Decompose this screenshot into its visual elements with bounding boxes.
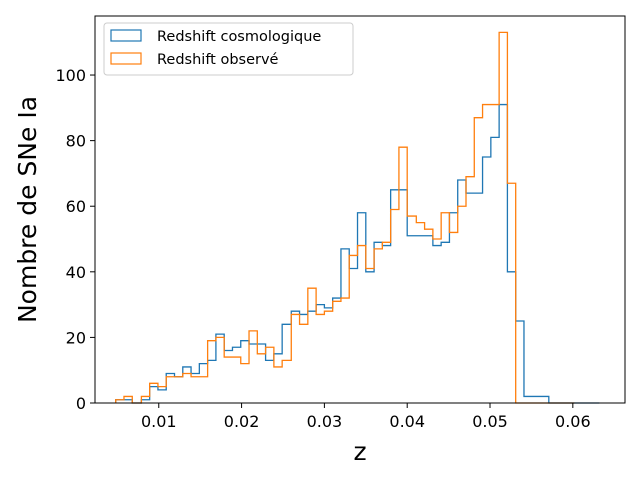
x-axis-label: z xyxy=(353,437,366,466)
y-tick-label: 20 xyxy=(66,328,86,347)
x-tick-label: 0.04 xyxy=(389,412,425,431)
legend-box xyxy=(103,22,354,76)
y-tick-label: 40 xyxy=(66,263,86,282)
y-tick-label: 60 xyxy=(66,197,86,216)
legend-swatch-observed xyxy=(110,52,142,65)
y-axis-ticks: 0 20 40 60 80 100 xyxy=(55,66,95,413)
y-tick-label: 80 xyxy=(66,132,86,151)
legend: Redshift cosmologique Redshift observé xyxy=(103,22,354,76)
x-tick-label: 0.01 xyxy=(141,412,177,431)
histogram-series-layer xyxy=(115,31,600,404)
legend-label-observed: Redshift observé xyxy=(157,52,279,68)
histogram-step-cosmological xyxy=(115,103,600,404)
x-tick-label: 0.03 xyxy=(307,412,343,431)
y-tick-label: 0 xyxy=(76,394,86,413)
axes-frame xyxy=(94,15,626,404)
x-tick-label: 0.06 xyxy=(555,412,591,431)
legend-swatch-cosmological xyxy=(110,29,142,42)
x-tick-label: 0.05 xyxy=(472,412,508,431)
legend-label-cosmological: Redshift cosmologique xyxy=(157,29,321,45)
histogram-step-observed xyxy=(115,31,575,404)
x-tick-label: 0.02 xyxy=(224,412,260,431)
y-axis-label: Nombre de SNe Ia xyxy=(13,96,42,323)
y-tick-label: 100 xyxy=(55,66,86,85)
x-axis-ticks: 0.01 0.02 0.03 0.04 0.05 0.06 xyxy=(141,403,591,431)
